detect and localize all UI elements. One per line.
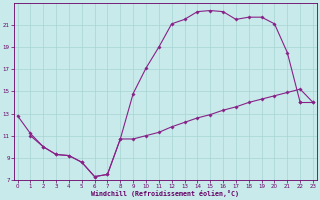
X-axis label: Windchill (Refroidissement éolien,°C): Windchill (Refroidissement éolien,°C) — [91, 190, 239, 197]
